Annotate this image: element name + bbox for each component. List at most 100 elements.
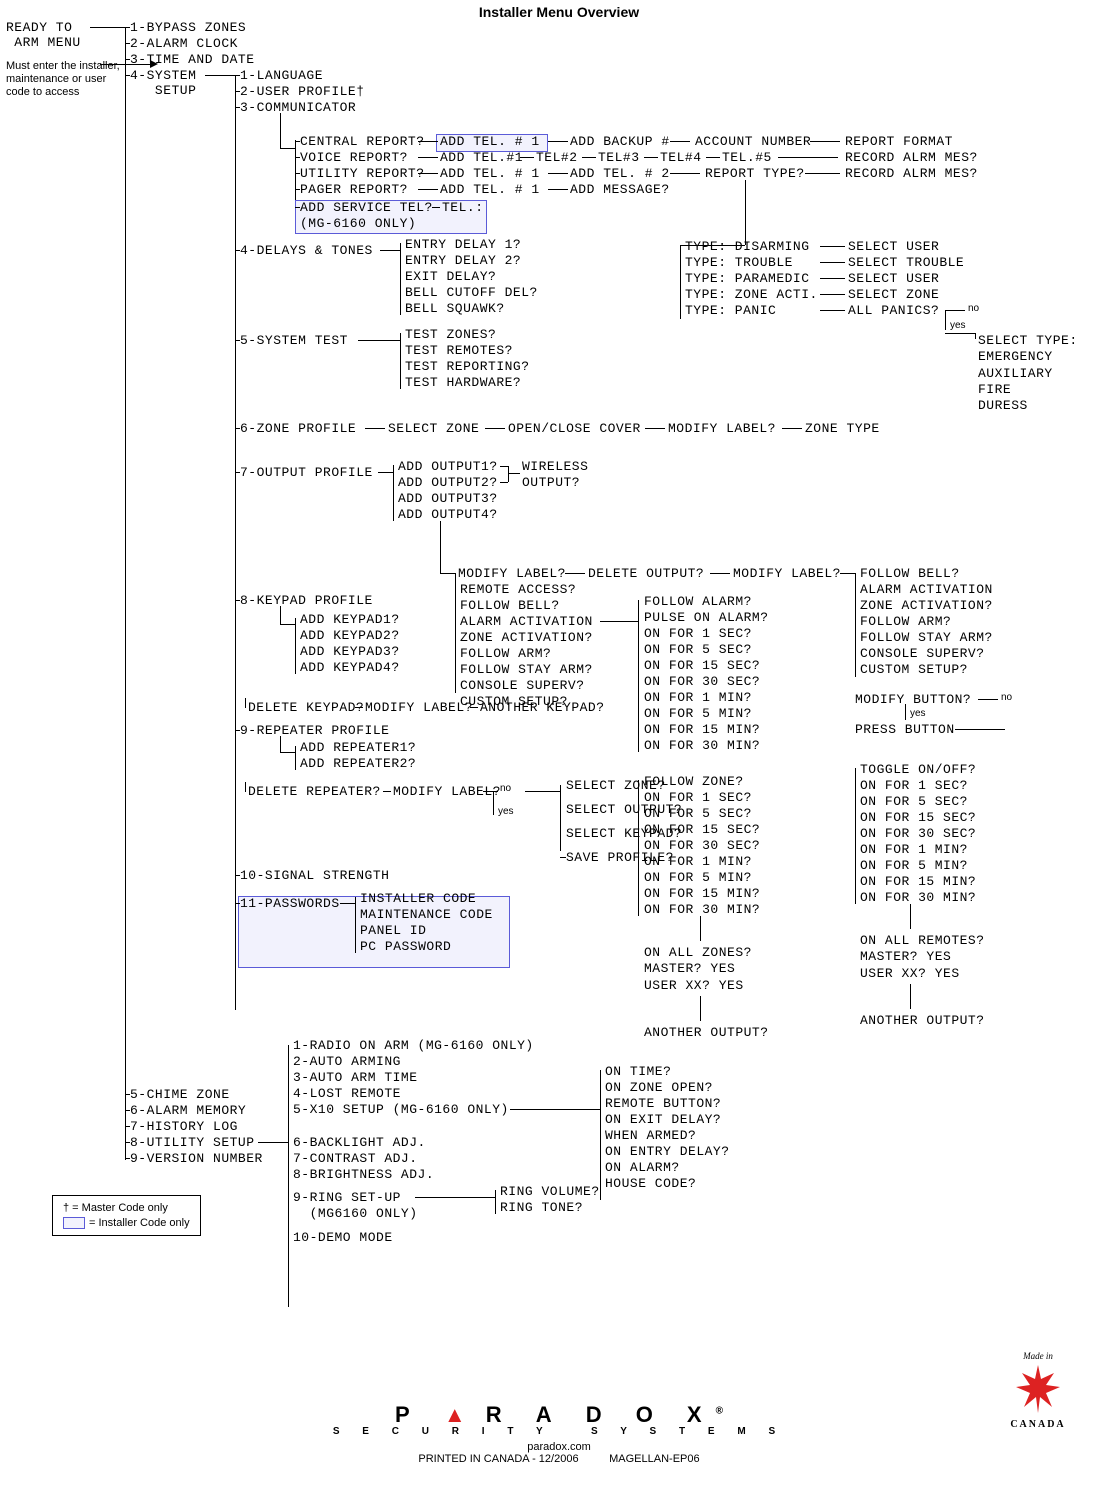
del-h <box>565 573 585 574</box>
svg-text:Made in: Made in <box>1022 1351 1053 1361</box>
u10: 10-DEMO MODE <box>293 1230 393 1245</box>
ct3 <box>295 173 300 174</box>
u1: 1-RADIO ON ARM (MG-6160 ONLY) <box>293 1038 534 1053</box>
z2l <box>485 428 505 429</box>
m3-tick <box>125 59 130 60</box>
x5: WHEN ARMED? <box>605 1128 696 1143</box>
press-button: PRESS BUTTON <box>855 722 955 737</box>
u5: 5-X10 SETUP (MG-6160 ONLY) <box>293 1102 509 1117</box>
c2c: TEL#3 <box>598 150 640 165</box>
c3a: ADD TEL. # 1 <box>440 166 540 181</box>
ring-l <box>415 1197 495 1198</box>
ao7: ON FOR 5 MIN? <box>644 706 752 721</box>
mb-yes-v <box>905 704 906 720</box>
to-v <box>855 768 856 904</box>
ml-h <box>440 573 455 574</box>
another-output2: ANOTHER OUTPUT? <box>860 1013 985 1028</box>
s9v <box>295 746 296 770</box>
c4a: ADD TEL. # 1 <box>440 182 540 197</box>
x4: ON EXIT DELAY? <box>605 1112 721 1127</box>
pw3: PANEL ID <box>360 923 426 938</box>
sp-no-l <box>483 791 498 792</box>
s2t <box>235 91 240 92</box>
fo2: ZONE ACTIVATION? <box>860 598 993 613</box>
s8d <box>280 606 281 624</box>
logo: P ▲ R A D O X® <box>0 1402 1118 1428</box>
st1: TEST ZONES? <box>405 327 496 342</box>
m6: 6-ALARM MEMORY <box>130 1103 246 1118</box>
ring-v <box>495 1190 496 1214</box>
u-h <box>258 1142 288 1143</box>
rt2a: SELECT TROUBLE <box>848 255 964 270</box>
fo0: FOLLOW BELL? <box>860 566 960 581</box>
pw1: INSTALLER CODE <box>360 891 476 906</box>
u6: 6-BACKLIGHT ADJ. <box>293 1135 426 1150</box>
m5: 5-CHIME ZONE <box>130 1087 230 1102</box>
to8: ON FOR 30 MIN? <box>860 890 976 905</box>
root-menu: READY TO ARM MENU <box>6 20 81 50</box>
ao6: ON FOR 1 MIN? <box>644 690 752 705</box>
x7: ON ALARM? <box>605 1160 680 1175</box>
sel-zone: SELECT ZONE? <box>566 778 666 793</box>
kml: MODIFY LABEL? <box>365 700 473 715</box>
ao1-v <box>700 996 701 1021</box>
another-output1: ANOTHER OUTPUT? <box>644 1025 769 1040</box>
k3: ADD KEYPAD3? <box>300 644 400 659</box>
wir-l2 <box>500 482 508 483</box>
made-in-canada-badge: Made in CANADA <box>988 1345 1088 1445</box>
fb-h <box>840 573 855 574</box>
pw-v <box>355 897 356 953</box>
s9: 9-REPEATER PROFILE <box>240 723 389 738</box>
to2: ON FOR 5 SEC? <box>860 794 968 809</box>
m4: 4-SYSTEM SETUP <box>130 68 196 98</box>
sp-yes: yes <box>498 806 514 817</box>
c2e: TEL.#5 <box>722 150 772 165</box>
c4b: ADD MESSAGE? <box>570 182 670 197</box>
x3: REMOTE BUTTON? <box>605 1096 721 1111</box>
z1: SELECT ZONE <box>388 421 479 436</box>
ao9: ON FOR 30 MIN? <box>644 738 760 753</box>
root-line <box>90 27 125 28</box>
rt3a-l <box>820 278 845 279</box>
rt3a: SELECT USER <box>848 271 939 286</box>
panic-no-l <box>945 310 965 311</box>
c2a: ADD TEL.#1 <box>440 150 523 165</box>
out-drop <box>440 521 441 573</box>
fo3: FOLLOW ARM? <box>860 614 951 629</box>
o1: ADD OUTPUT1? <box>398 459 498 474</box>
c2lb <box>520 157 534 158</box>
t5yes: yes <box>950 320 966 331</box>
s4: 4-DELAYS & TONES <box>240 243 373 258</box>
comm-drop <box>280 113 281 148</box>
c3d: RECORD ALRM MES? <box>845 166 978 181</box>
t5no: no <box>968 303 979 314</box>
c1a: ADD TEL. # 1 <box>440 134 540 149</box>
print-line: PRINTED IN CANADA - 12/2006 MAGELLAN-EP0… <box>0 1453 1118 1465</box>
c1: CENTRAL REPORT? <box>300 134 425 149</box>
ct4 <box>295 189 300 190</box>
zo7: ON FOR 15 MIN? <box>644 886 760 901</box>
m9: 9-VERSION NUMBER <box>130 1151 263 1166</box>
ring1: RING VOLUME? <box>500 1184 600 1199</box>
s3t <box>235 107 240 108</box>
url: paradox.com <box>0 1441 1118 1453</box>
modify-button: MODIFY BUTTON? <box>855 692 971 707</box>
c4: PAGER REPORT? <box>300 182 408 197</box>
c2b: TEL#2 <box>536 150 578 165</box>
c1b: ADD BACKUP # <box>570 134 670 149</box>
u9: 9-RING SET-UP (MG6160 ONLY) <box>293 1190 418 1223</box>
o2: ADD OUTPUT2? <box>398 475 498 490</box>
k1: ADD KEYPAD1? <box>300 612 400 627</box>
d5: BELL SQUAWK? <box>405 301 505 316</box>
to4: ON FOR 30 SEC? <box>860 826 976 841</box>
rdel: DELETE REPEATER? <box>248 784 381 799</box>
rt1a: SELECT USER <box>848 239 939 254</box>
rt4: TYPE: ZONE ACTI. <box>685 287 818 302</box>
sp-yes-v <box>493 791 494 815</box>
ring2: RING TONE? <box>500 1200 583 1215</box>
st2: TEST REMOTES? <box>405 343 513 358</box>
ao1: PULSE ON ALARM? <box>644 610 769 625</box>
panic-yes-v <box>945 310 946 330</box>
pw2: MAINTENANCE CODE <box>360 907 493 922</box>
oa1: REMOTE ACCESS? <box>460 582 576 597</box>
